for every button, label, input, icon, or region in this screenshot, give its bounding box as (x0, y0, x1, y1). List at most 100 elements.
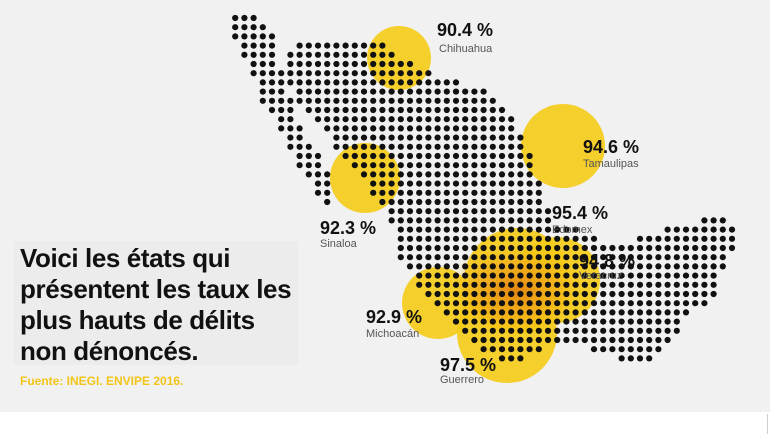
map-dot (360, 42, 368, 49)
map-dot (526, 272, 533, 279)
map-dot (406, 125, 414, 132)
map-dot (360, 162, 368, 169)
map-dot (379, 180, 386, 187)
headline-box (14, 241, 298, 365)
map-dot (397, 116, 404, 123)
map-dot (544, 217, 552, 224)
chihuahua-percent: 90.4 % (437, 20, 494, 40)
map-dot (296, 79, 303, 86)
map-dot (406, 189, 414, 196)
map-dot (471, 152, 478, 160)
map-dot (443, 106, 450, 114)
map-dot (480, 189, 487, 196)
map-dot (692, 281, 699, 288)
map-dot (517, 134, 524, 141)
map-dot (462, 327, 469, 334)
map-dot (443, 198, 450, 206)
map-dot (268, 33, 276, 40)
map-dot (379, 125, 386, 132)
map-dot (287, 79, 294, 86)
map-dot (563, 254, 570, 261)
map-dot (489, 300, 496, 307)
map-dot (627, 346, 634, 353)
map-dot (517, 235, 524, 242)
map-dot (673, 290, 680, 298)
map-dot (664, 300, 671, 307)
map-dot (489, 346, 496, 353)
map-dot (434, 300, 441, 307)
map-dot (471, 125, 478, 132)
map-dot (498, 134, 506, 141)
map-dot (618, 272, 625, 279)
map-dot (379, 97, 386, 104)
map-dot (526, 327, 533, 334)
map-dot (572, 309, 579, 316)
map-dot (287, 134, 294, 141)
map-dot (655, 244, 662, 252)
map-dot (526, 235, 533, 242)
map-dot (360, 79, 368, 86)
map-dot (664, 226, 671, 233)
map-dot (406, 171, 414, 178)
map-dot (324, 51, 331, 58)
map-dot (646, 290, 653, 298)
map-dot (443, 290, 450, 298)
map-dot (581, 290, 588, 298)
map-dot (701, 217, 708, 224)
map-dot (296, 70, 303, 77)
map-dot (655, 346, 662, 353)
map-dot (535, 189, 542, 196)
map-dot (425, 272, 432, 279)
map-dot (416, 79, 423, 86)
map-dot (554, 318, 561, 325)
map-dot (278, 88, 285, 95)
map-dot (480, 198, 487, 206)
map-dot (517, 244, 524, 252)
map-dot (305, 60, 312, 68)
map-dot (443, 281, 450, 288)
map-dot (425, 208, 432, 215)
map-dot (636, 309, 644, 316)
map-dot (471, 106, 478, 114)
map-dot (314, 70, 322, 77)
headline-line-4: non dénoncés. (20, 336, 199, 366)
map-dot (452, 162, 460, 169)
map-dot (370, 152, 377, 160)
map-dot (544, 281, 552, 288)
map-dot (443, 254, 450, 261)
map-dot (314, 88, 322, 95)
map-dot (600, 244, 607, 252)
map-dot (526, 309, 533, 316)
map-dot (333, 97, 340, 104)
map-dot (572, 290, 579, 298)
map-dot (324, 97, 331, 104)
map-dot (655, 318, 662, 325)
map-dot (646, 254, 653, 261)
map-dot (452, 244, 460, 252)
map-dot (498, 318, 506, 325)
map-dot (646, 281, 653, 288)
map-dot (480, 152, 487, 160)
map-dot (305, 97, 312, 104)
map-dot (250, 42, 257, 49)
map-dot (581, 318, 588, 325)
map-dot (250, 14, 257, 22)
map-dot (406, 198, 414, 206)
map-dot (480, 143, 487, 150)
map-dot (370, 116, 377, 123)
map-dot (342, 143, 349, 150)
map-dot (471, 226, 478, 233)
map-dot (627, 254, 634, 261)
map-dot (498, 263, 506, 270)
map-dot (508, 254, 515, 261)
map-dot (351, 60, 358, 68)
map-dot (462, 300, 469, 307)
map-dot (646, 309, 653, 316)
map-dot (581, 263, 588, 270)
headline-line-1: Voici les états qui (20, 243, 231, 273)
map-dot (434, 235, 441, 242)
map-dot (434, 244, 441, 252)
map-dot (508, 309, 515, 316)
map-dot (314, 42, 322, 49)
map-dot (250, 24, 257, 31)
